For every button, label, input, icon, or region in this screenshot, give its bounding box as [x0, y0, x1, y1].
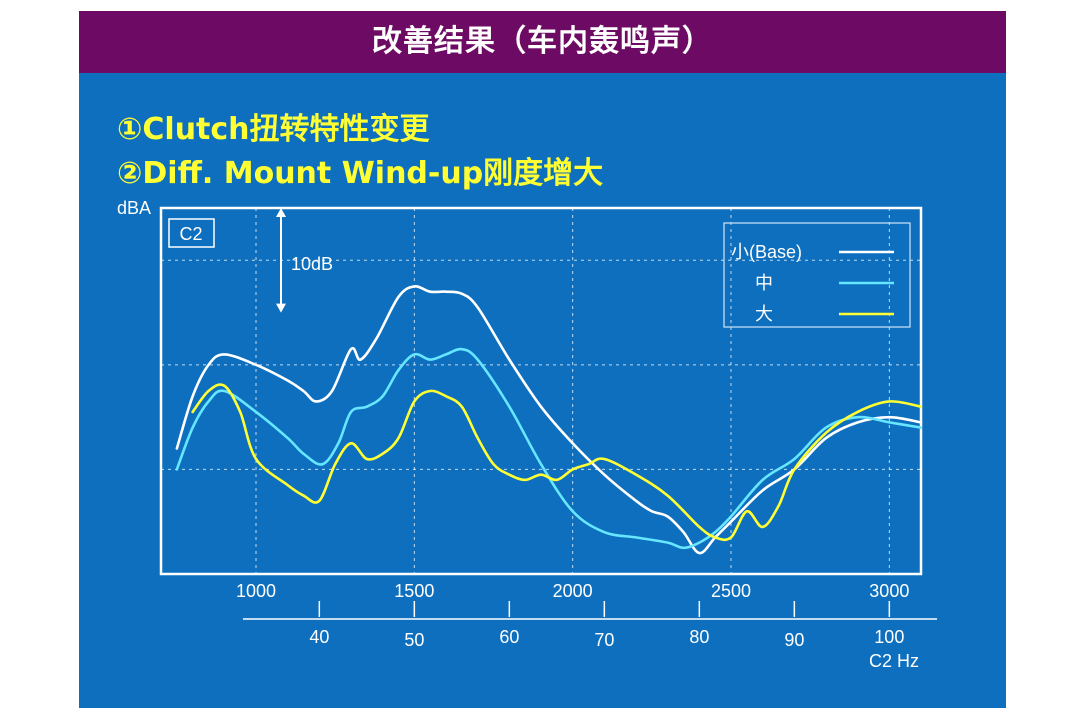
secondary-tick-label: 60 — [499, 627, 519, 647]
x-tick-label: 2500 — [711, 581, 751, 601]
grid-lines — [161, 208, 921, 574]
bullet-clutch: ①Clutch扭转特性变更 — [117, 112, 430, 147]
legend-label-1: 小(Base) — [731, 242, 802, 262]
scale-arrow-head-bottom — [276, 303, 286, 313]
legend-label-2: 中 — [755, 273, 773, 293]
secondary-tick-label: 80 — [689, 627, 709, 647]
secondary-axis-label: C2 Hz — [869, 651, 919, 671]
series-lines — [175, 285, 923, 555]
plot-frame — [159, 206, 923, 576]
legend: 小(Base) 中大 — [723, 222, 911, 328]
scale-indicator: 10dB — [276, 208, 333, 313]
series-line-1 — [175, 285, 923, 555]
secondary-tick-label: 50 — [404, 630, 424, 650]
bullet-diff-mount: ②Diff. Mount Wind-up刚度增大 — [117, 156, 604, 191]
secondary-tick-label: 100 — [874, 627, 904, 647]
legend-label-3: 大 — [755, 304, 773, 324]
slide-title: 改善结果（车内轰鸣声） — [79, 11, 1006, 73]
secondary-tick-label: 40 — [309, 627, 329, 647]
panel-label-box — [168, 218, 215, 248]
scale-arrow-head-top — [276, 208, 286, 217]
y-axis-label: dBA — [117, 198, 151, 218]
slide: 改善结果（车内轰鸣声） ①Clutch扭转特性变更 ②Diff. Mount W… — [79, 11, 1006, 708]
panel-label: C2 — [179, 224, 202, 244]
series-line-3 — [191, 383, 923, 542]
x-tick-label: 1500 — [394, 581, 434, 601]
secondary-tick-label: 90 — [784, 630, 804, 650]
x-tick-label: 3000 — [869, 581, 909, 601]
noise-chart: dBA C2 10dB 1000 1500 2000 2500 3000 40 50 60 7… — [117, 198, 937, 671]
x-tick-labels: 1000 1500 2000 2500 3000 — [236, 581, 909, 601]
legend-box — [723, 222, 911, 328]
secondary-tick-label: 70 — [594, 630, 614, 650]
x-tick-label: 1000 — [236, 581, 276, 601]
x-tick-label: 2000 — [553, 581, 593, 601]
series-line-2 — [175, 347, 923, 550]
scale-label: 10dB — [291, 254, 333, 274]
secondary-axis: 40 50 60 70 80 90 100 — [243, 601, 937, 650]
